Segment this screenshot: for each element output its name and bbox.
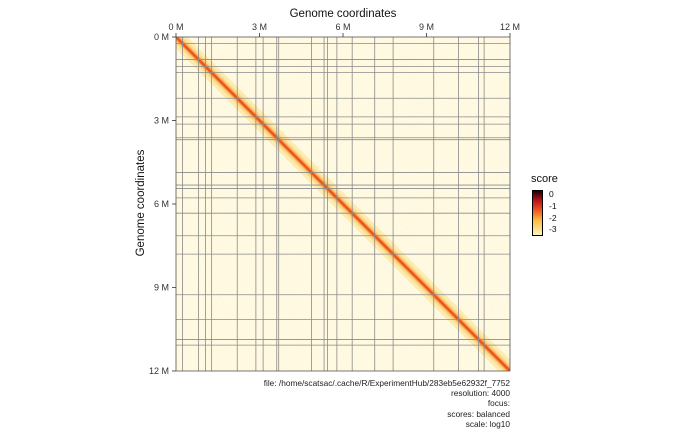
legend-tick-1: -1 bbox=[549, 201, 557, 212]
x-tick-label-4: 12 M bbox=[500, 22, 520, 32]
heatmap-area bbox=[176, 37, 510, 371]
y-tick-label-3: 9 M bbox=[154, 283, 169, 293]
axes: 0 M0 M 3 M 3 M 6 M 6 M 9 M 9 M 12 M 12 M bbox=[149, 22, 520, 376]
legend-tick-2: -2 bbox=[549, 212, 557, 223]
x-tick-label-0: 0 M bbox=[168, 22, 183, 32]
y-tick-label-1: 3 M bbox=[154, 116, 169, 126]
meta-resolution: resolution: 4000 bbox=[450, 388, 510, 399]
meta-file: file: /home/scatsac/.cache/R/ExperimentH… bbox=[263, 378, 510, 388]
metadata-block: file: /home/scatsac/.cache/R/ExperimentH… bbox=[264, 378, 510, 429]
legend-title: score bbox=[531, 173, 558, 185]
legend-tick-0: 0 bbox=[549, 189, 554, 200]
meta-scale: scale: log10 bbox=[465, 418, 510, 429]
y-tick-label-4: 12 M bbox=[149, 366, 169, 376]
y-axis-label: Genome coordinates bbox=[135, 149, 147, 257]
legend-tick-3: -3 bbox=[549, 224, 557, 235]
x-tick-label-3: 9 M bbox=[419, 22, 434, 32]
diagonal-band-3 bbox=[176, 37, 510, 371]
y-tick-label-0: 0 M bbox=[154, 32, 169, 42]
legend-colorbar bbox=[532, 190, 543, 236]
meta-scores: scores: balanced bbox=[447, 408, 510, 419]
x-tick-label-2: 6 M bbox=[335, 22, 350, 32]
chart-title: Genome coordinates bbox=[289, 8, 397, 20]
x-tick-label-1: 3 M bbox=[252, 22, 267, 32]
meta-focus: focus: bbox=[487, 398, 510, 409]
y-tick-label-2: 6 M bbox=[154, 199, 169, 209]
